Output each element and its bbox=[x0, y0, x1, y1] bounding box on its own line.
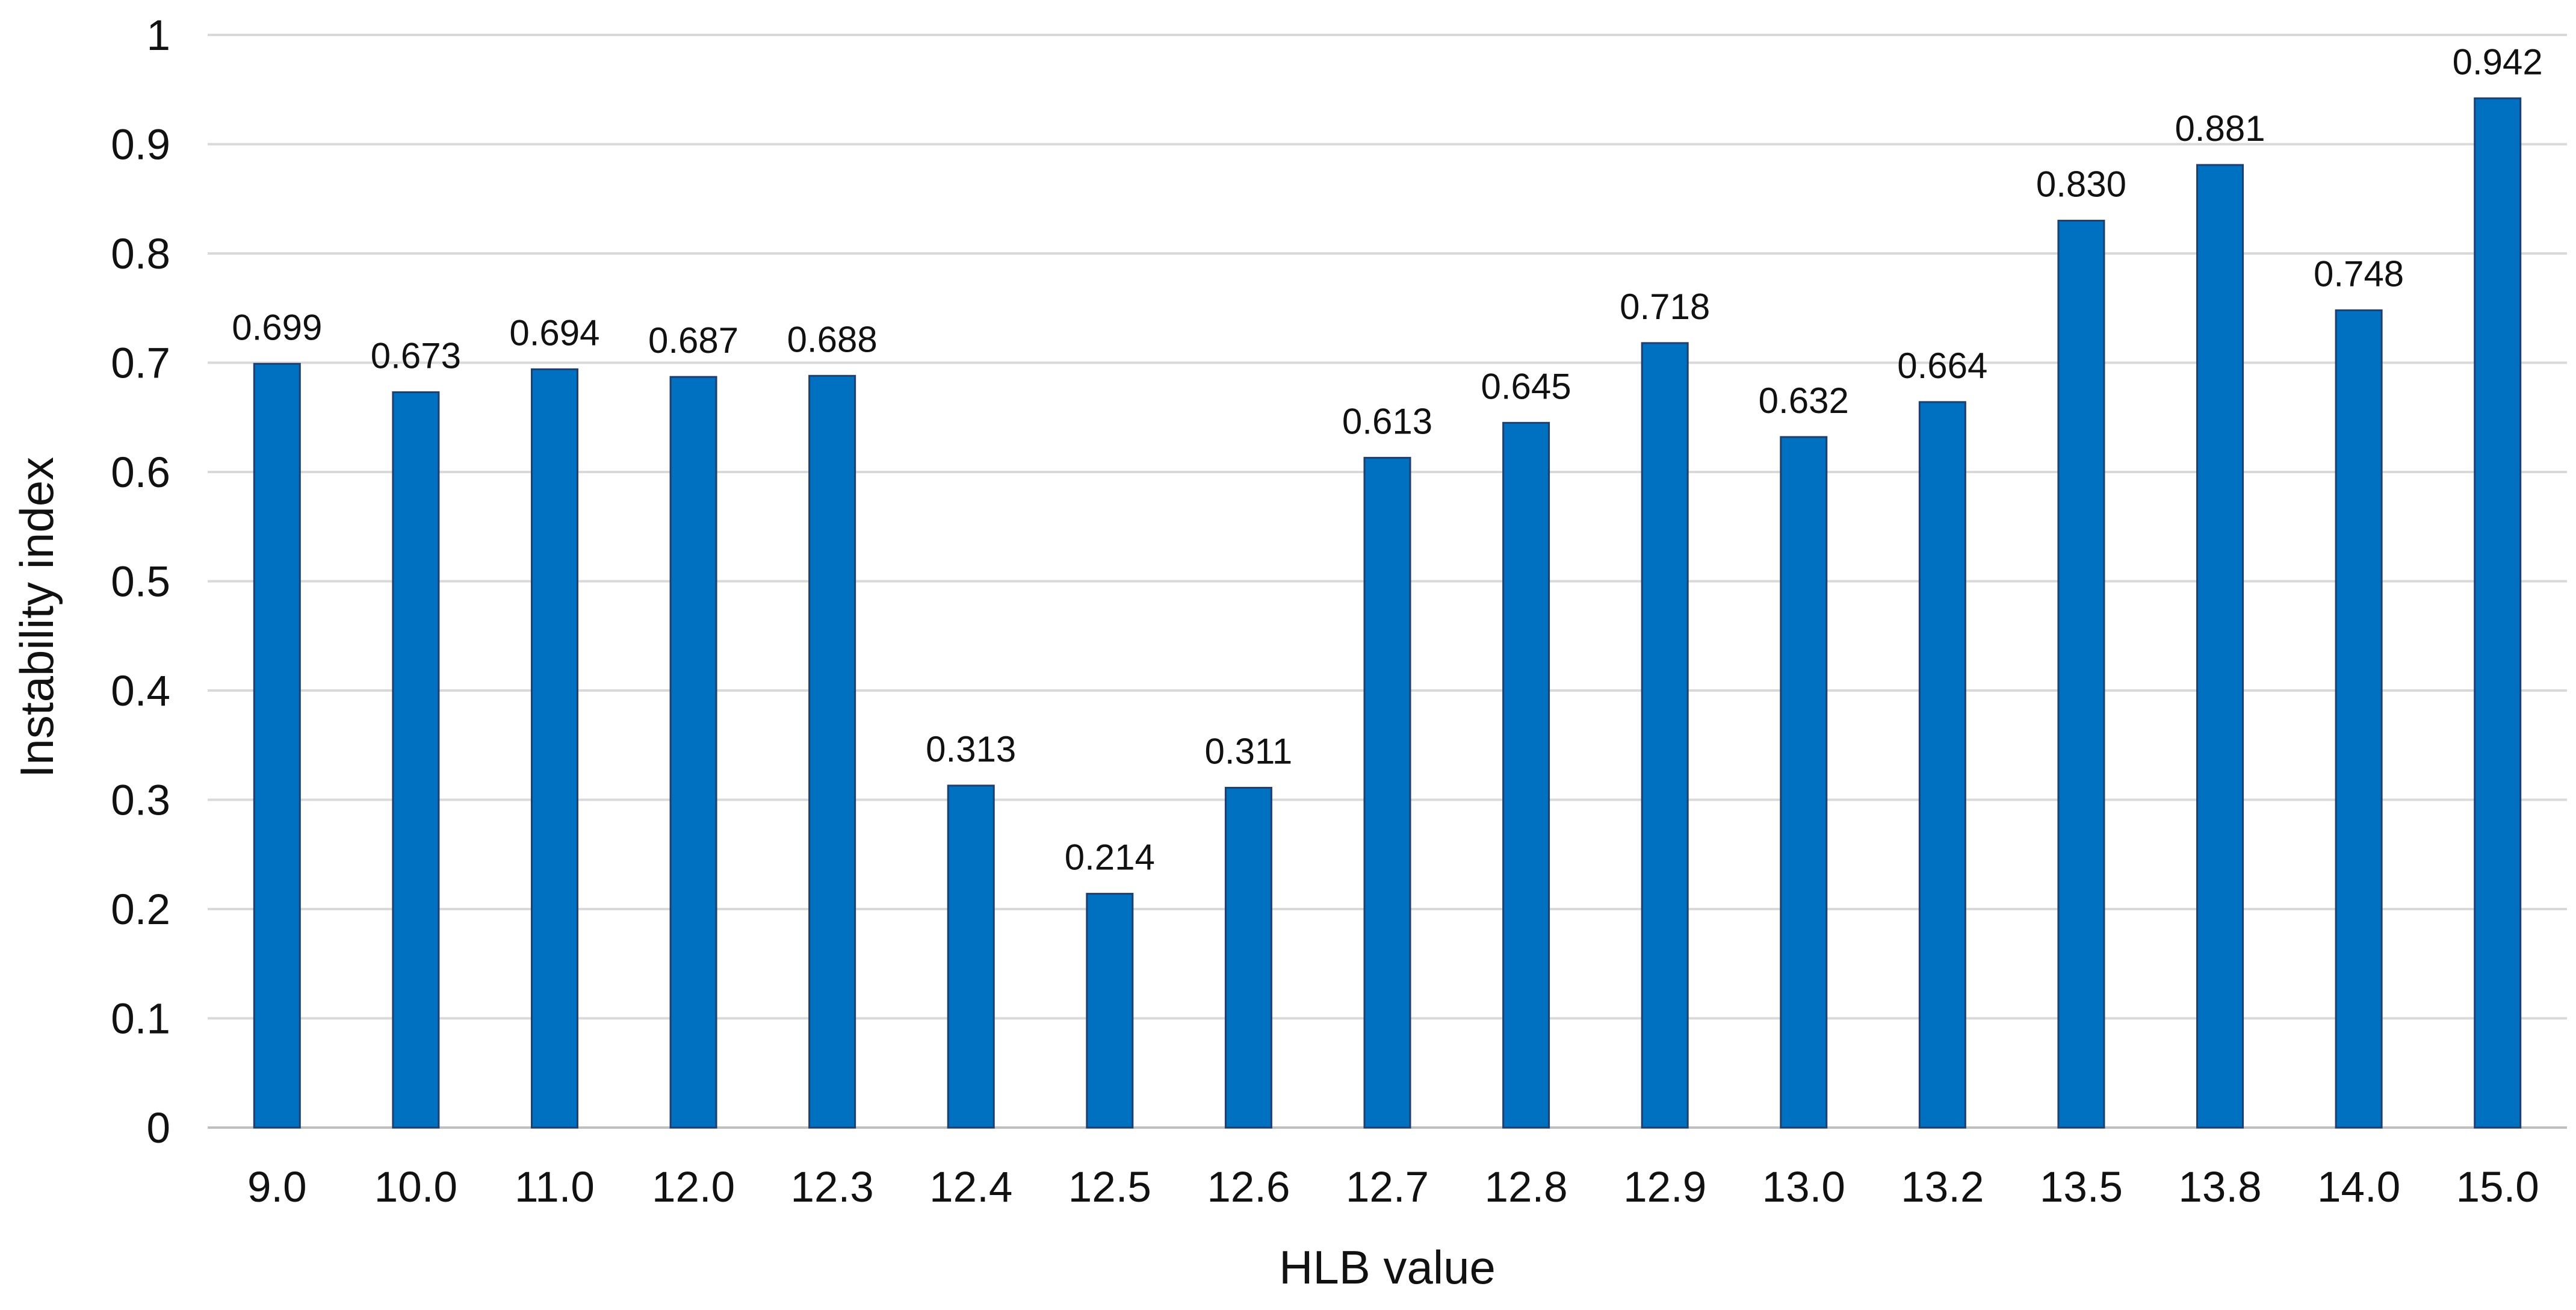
x-tick-label: 12.0 bbox=[652, 1164, 735, 1211]
bar bbox=[2335, 309, 2383, 1129]
bar bbox=[1502, 421, 1550, 1129]
x-tick-label: 12.8 bbox=[1484, 1164, 1567, 1211]
x-tick-label: 12.6 bbox=[1207, 1164, 1290, 1211]
x-tick-label: 9.0 bbox=[247, 1164, 307, 1211]
y-tick-label: 1 bbox=[147, 12, 171, 60]
data-label: 0.688 bbox=[787, 319, 878, 359]
y-axis-ticks: 0 0.1 0.2 0.3 0.4 0.5 0.6 0.7 0.8 0.9 1 bbox=[111, 12, 170, 1152]
bar bbox=[947, 784, 995, 1129]
bars bbox=[253, 97, 2522, 1129]
x-axis-ticks: 9.0 10.0 11.0 12.0 12.3 12.4 12.5 12.6 12.7 12.8 1… bbox=[247, 1164, 2539, 1211]
x-tick-label: 13.2 bbox=[1901, 1164, 1984, 1211]
data-label: 0.687 bbox=[648, 320, 738, 361]
bar bbox=[669, 376, 717, 1129]
data-label: 0.632 bbox=[1759, 380, 1849, 421]
data-label: 0.664 bbox=[1897, 346, 1987, 386]
bar bbox=[1086, 893, 1134, 1129]
bar bbox=[253, 362, 301, 1129]
data-label: 0.613 bbox=[1342, 401, 1432, 441]
x-axis-title: HLB value bbox=[1279, 1241, 1496, 1294]
bar bbox=[392, 391, 440, 1129]
x-tick-label: 13.5 bbox=[2040, 1164, 2123, 1211]
y-tick-label: 0.5 bbox=[111, 559, 170, 606]
y-tick-label: 0.2 bbox=[111, 886, 170, 934]
y-tick-label: 0.9 bbox=[111, 122, 170, 169]
y-axis-title: Instability index bbox=[10, 457, 63, 778]
y-tick-label: 0.4 bbox=[111, 668, 170, 715]
data-label: 0.694 bbox=[509, 312, 599, 353]
x-tick-label: 11.0 bbox=[515, 1164, 595, 1211]
x-tick-label: 12.4 bbox=[929, 1164, 1012, 1211]
y-tick-label: 0.1 bbox=[111, 996, 170, 1043]
data-label: 0.881 bbox=[2175, 108, 2265, 149]
bar bbox=[808, 374, 856, 1129]
data-label: 0.699 bbox=[232, 307, 322, 347]
bar bbox=[1363, 456, 1411, 1129]
x-tick-label: 14.0 bbox=[2317, 1164, 2400, 1211]
y-tick-label: 0.8 bbox=[111, 231, 170, 278]
x-tick-label: 12.5 bbox=[1068, 1164, 1151, 1211]
y-tick-label: 0.7 bbox=[111, 340, 170, 388]
bar bbox=[1780, 436, 1828, 1129]
y-tick-label: 0.3 bbox=[111, 777, 170, 825]
bar bbox=[1641, 342, 1689, 1129]
data-label: 0.718 bbox=[1620, 287, 1710, 327]
bar bbox=[2474, 97, 2522, 1129]
y-tick-label: 0 bbox=[147, 1105, 171, 1152]
y-tick-label: 0.6 bbox=[111, 449, 170, 497]
x-tick-label: 12.3 bbox=[791, 1164, 874, 1211]
bar bbox=[2057, 220, 2105, 1129]
data-label: 0.311 bbox=[1205, 731, 1293, 772]
bar bbox=[2196, 164, 2244, 1129]
data-labels: 0.699 0.673 0.694 0.687 0.688 0.313 0.214 0.311… bbox=[232, 42, 2543, 877]
x-tick-label: 13.0 bbox=[1762, 1164, 1845, 1211]
x-tick-label: 12.9 bbox=[1623, 1164, 1706, 1211]
data-label: 0.313 bbox=[926, 729, 1016, 769]
data-label: 0.673 bbox=[371, 336, 461, 376]
bar bbox=[530, 368, 578, 1129]
data-label: 0.748 bbox=[2314, 253, 2404, 294]
x-tick-label: 10.0 bbox=[374, 1164, 457, 1211]
data-label: 0.214 bbox=[1065, 837, 1155, 878]
data-label: 0.942 bbox=[2453, 42, 2543, 82]
x-tick-label: 12.7 bbox=[1346, 1164, 1429, 1211]
x-tick-label: 13.8 bbox=[2178, 1164, 2261, 1211]
x-tick-label: 15.0 bbox=[2456, 1164, 2539, 1211]
data-label: 0.830 bbox=[2036, 164, 2126, 205]
data-label: 0.645 bbox=[1481, 366, 1571, 406]
bar bbox=[1224, 787, 1272, 1129]
bar bbox=[1918, 401, 1966, 1129]
